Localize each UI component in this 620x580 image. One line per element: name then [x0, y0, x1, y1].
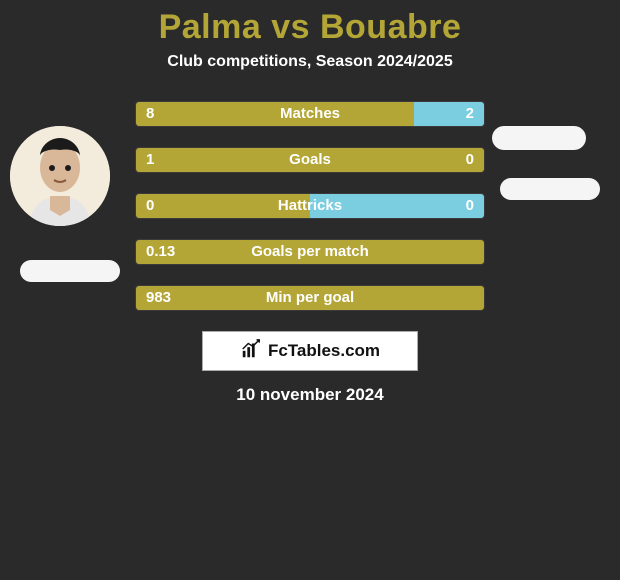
stat-value-left: 0.13: [146, 240, 175, 264]
stat-value-left: 0: [146, 194, 154, 218]
stat-bar: 0.13Goals per match: [135, 239, 485, 265]
stat-value-right: 2: [466, 102, 474, 126]
player-right-name-pill: [500, 178, 600, 200]
chart-icon: [240, 338, 262, 365]
stat-bar-right-segment: [310, 194, 484, 218]
attribution-logo[interactable]: FcTables.com: [202, 331, 418, 371]
stat-bar: 82Matches: [135, 101, 485, 127]
stat-bar-left-segment: [136, 194, 310, 218]
stat-bar: 983Min per goal: [135, 285, 485, 311]
date-line: 10 november 2024: [0, 385, 620, 405]
stat-bar-left-segment: [136, 286, 484, 310]
player-right-avatar-pill: [492, 126, 586, 150]
player-left-name-pill: [20, 260, 120, 282]
stat-value-left: 983: [146, 286, 171, 310]
stat-value-left: 8: [146, 102, 154, 126]
stat-bar-left-segment: [136, 240, 484, 264]
attribution-text: FcTables.com: [268, 341, 380, 361]
stats-bars: 82Matches10Goals00Hattricks0.13Goals per…: [135, 101, 485, 311]
page-title: Palma vs Bouabre: [0, 8, 620, 47]
stat-bar-left-segment: [136, 148, 484, 172]
stat-value-right: 0: [466, 194, 474, 218]
subtitle: Club competitions, Season 2024/2025: [0, 53, 620, 71]
stat-bar: 00Hattricks: [135, 193, 485, 219]
stat-value-left: 1: [146, 148, 154, 172]
stat-value-right: 0: [466, 148, 474, 172]
stat-bar: 10Goals: [135, 147, 485, 173]
player-left-avatar: [10, 126, 110, 226]
stat-bar-left-segment: [136, 102, 414, 126]
